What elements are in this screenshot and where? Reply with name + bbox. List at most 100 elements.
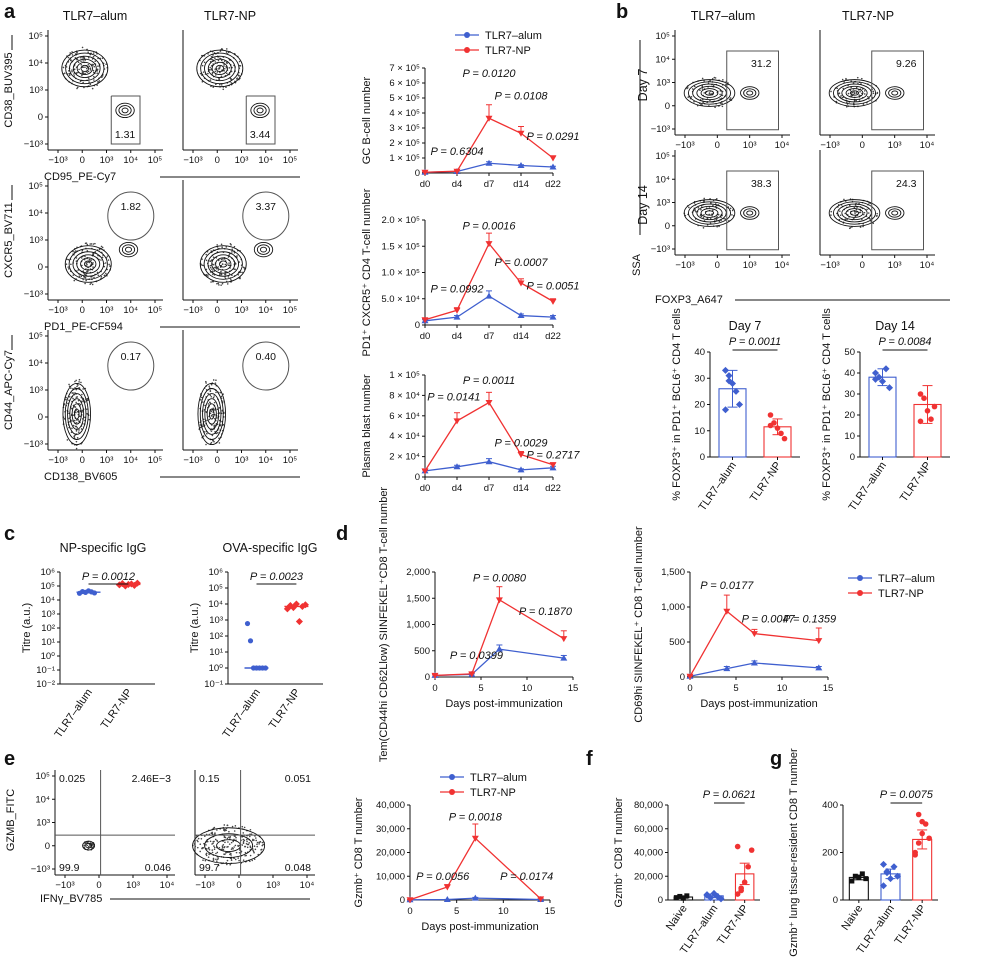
b-col-title-np: TLR7-NP — [842, 9, 894, 23]
event-dot — [876, 91, 879, 94]
contour — [885, 206, 905, 220]
y-axis-label: Plasma blast number — [361, 374, 373, 478]
event-dot — [241, 844, 244, 846]
flow-plot: −10³ 0 10³ 10⁴ 10⁵ 3.44 — [182, 30, 298, 166]
data-point — [859, 871, 865, 877]
data-point — [871, 375, 880, 383]
data-point — [485, 159, 493, 166]
event-dot — [702, 227, 705, 229]
event-dot — [207, 275, 209, 277]
event-dot — [79, 80, 82, 83]
x-axis-label: Days post-immunization — [700, 698, 817, 710]
y-tick-label: 4 × 10⁴ — [389, 431, 420, 442]
contour — [828, 79, 881, 107]
contour — [199, 388, 224, 440]
contour — [68, 248, 108, 280]
event-dot — [245, 842, 248, 845]
gate — [107, 341, 155, 391]
event-dot — [220, 284, 222, 286]
p-value: P = 0.0108 — [494, 91, 548, 103]
event-dot — [228, 67, 231, 69]
contour — [828, 199, 881, 227]
contour — [80, 257, 97, 271]
x-tick-label: 0 — [215, 455, 220, 466]
event-dot — [230, 848, 233, 850]
event-dot — [238, 851, 241, 854]
p-value: P = 0.0075 — [880, 789, 934, 801]
y-tick-label: 0 — [38, 262, 43, 273]
event-dot — [97, 80, 99, 83]
event-dot — [219, 391, 222, 394]
event-dot — [848, 227, 851, 230]
x-tick-label: Naive — [664, 903, 690, 933]
plot-area — [820, 150, 935, 255]
x-tick-label: d4 — [452, 179, 463, 190]
event-dot — [67, 258, 70, 261]
legend-marker — [464, 47, 470, 53]
y-tick-label: 0 — [415, 472, 420, 483]
event-dot — [720, 216, 722, 219]
contour — [888, 88, 902, 98]
y-tick-label: 40 — [844, 368, 855, 379]
x-tick-label: d0 — [420, 483, 431, 494]
event-dot — [228, 843, 231, 845]
event-dot — [243, 826, 246, 829]
event-dot — [89, 83, 92, 86]
line-chart-a3: 0 2 × 10⁴ 4 × 10⁴ 6 × 10⁴ 8 × 10⁴ 1 × 10⁵ d0 d4… — [361, 370, 580, 494]
event-dot — [237, 844, 239, 847]
event-dot — [846, 101, 848, 104]
event-dot — [86, 263, 88, 266]
event-dot — [228, 262, 230, 264]
p-value: P = 0.0399 — [450, 650, 503, 662]
event-dot — [841, 96, 844, 99]
event-dot — [217, 68, 220, 70]
p-value: P = 0.0029 — [494, 437, 547, 449]
event-dot — [80, 275, 83, 278]
data-point — [725, 377, 733, 385]
x-tick-label: 5 — [454, 906, 459, 917]
event-dot — [87, 51, 89, 54]
event-dot — [209, 260, 211, 262]
event-dot — [224, 276, 226, 278]
event-dot — [853, 206, 856, 209]
event-dot — [76, 419, 78, 421]
event-dot — [218, 66, 221, 68]
contour — [704, 210, 715, 216]
event-dot — [246, 840, 248, 843]
data-point — [485, 241, 493, 248]
event-dot — [213, 395, 215, 397]
data-point — [750, 659, 758, 666]
event-dot — [207, 392, 209, 395]
x-tick-label: 10³ — [100, 155, 114, 166]
event-dot — [711, 78, 714, 80]
data-point — [549, 298, 557, 305]
event-dot — [221, 846, 224, 849]
event-dot — [81, 249, 84, 252]
event-dot — [242, 842, 245, 845]
gate — [110, 95, 141, 145]
contour — [696, 85, 723, 101]
flow-plots-b: 10⁵ 10⁴ 10³ 0 −10³ −10³ 0 10³ 10⁴ 31.2 −10³ 0 10³ 10⁴… — [631, 30, 950, 306]
event-dot — [210, 281, 212, 283]
event-dot — [211, 849, 214, 851]
contour — [196, 49, 244, 88]
line-chart-d2: 0 500 1,000 1,500 0 5 10 15 Days post-immunizati… — [633, 526, 935, 723]
x-tick-label: TLR7-NP — [748, 460, 784, 504]
event-dot — [74, 386, 76, 389]
data-point — [673, 895, 679, 901]
event-dot — [731, 209, 734, 212]
event-dot — [211, 413, 214, 416]
x-tick-label: 0 — [80, 455, 85, 466]
contour — [888, 208, 902, 218]
p-value: P = 0.0174 — [500, 871, 553, 883]
event-dot — [227, 276, 230, 278]
event-dot — [237, 857, 240, 859]
contour — [743, 88, 757, 98]
event-dot — [206, 840, 209, 843]
p-value: P = 0.0120 — [462, 68, 516, 80]
event-dot — [866, 208, 868, 211]
y-tick-label: 0 — [45, 841, 50, 852]
event-dot — [216, 417, 218, 419]
contour — [200, 52, 240, 85]
y-tick-label: 30 — [694, 373, 705, 384]
